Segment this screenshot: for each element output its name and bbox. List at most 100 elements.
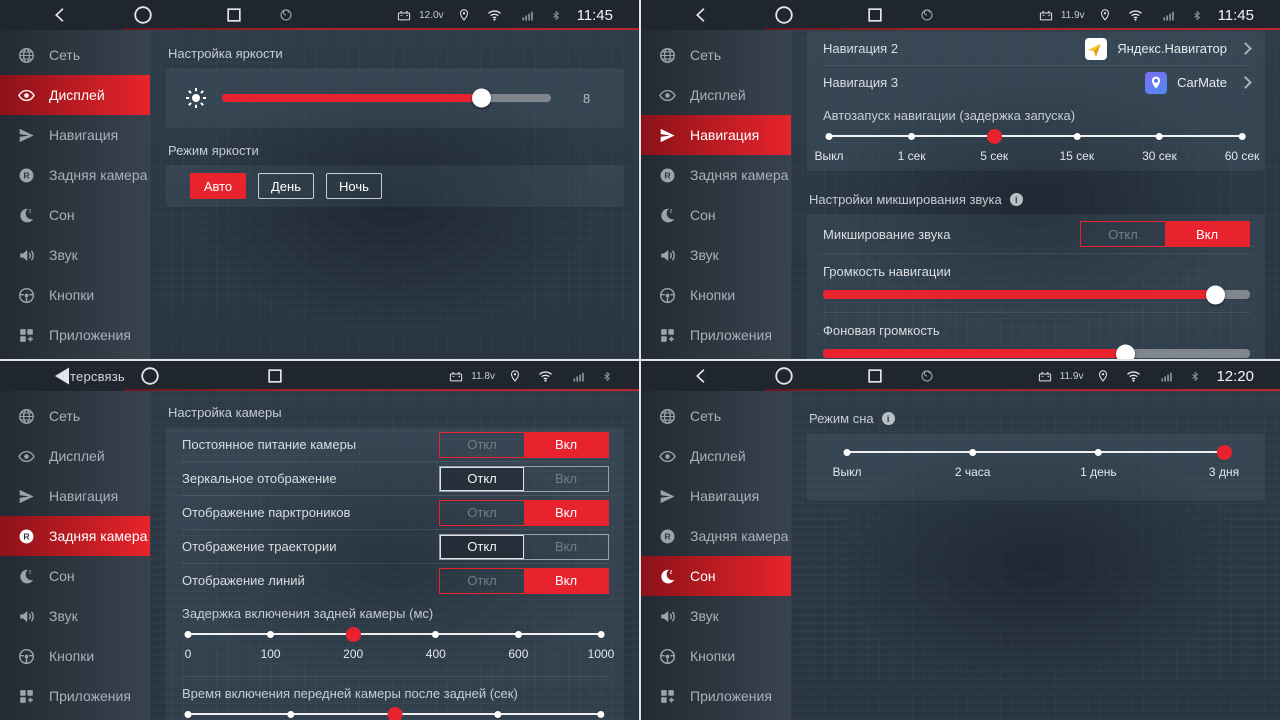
tick-10[interactable]: 10 (285, 704, 298, 720)
tick-15[interactable]: 15 (387, 704, 402, 720)
sidebar-item-apps[interactable]: Приложения (0, 676, 150, 716)
tick-100[interactable]: 100 (261, 624, 281, 661)
home-button[interactable] (132, 4, 154, 26)
sidebar-item-navigation[interactable]: Навигация (0, 115, 150, 155)
recents-button[interactable] (265, 366, 285, 386)
toggle-off-option[interactable]: Откл (467, 437, 497, 452)
tick-15s[interactable]: 15 сек (1059, 126, 1094, 163)
sidebar-item-buttons[interactable]: Кнопки (641, 275, 791, 315)
slider-thumb[interactable] (471, 88, 491, 108)
tick-off[interactable]: Выкл (814, 126, 844, 163)
tick-200[interactable]: 200 (343, 624, 363, 661)
toggle-on-option[interactable]: Вкл (524, 568, 608, 593)
tick-off[interactable]: Выкл (173, 704, 202, 720)
sidebar-item-sleep[interactable]: Сон (641, 556, 791, 596)
nav2-row[interactable]: Навигация 2 Яндекс.Навигатор (807, 32, 1264, 65)
toggle-off-option[interactable]: Откл (440, 534, 524, 559)
toggle-off-option[interactable]: Откл (1108, 226, 1138, 242)
sidebar-item-sound[interactable]: Звук (0, 596, 150, 636)
sidebar-item-display[interactable]: Дисплей (0, 75, 150, 115)
parktronic-toggle[interactable]: Откл Вкл (439, 499, 609, 526)
screen-record-icon[interactable] (919, 7, 935, 23)
bg-volume-slider[interactable] (823, 344, 1250, 359)
home-button[interactable] (773, 365, 795, 387)
sidebar-item-sound[interactable]: Звук (641, 596, 791, 636)
tick-1s[interactable]: 1 сек (898, 126, 926, 163)
tick-off[interactable]: Выкл (832, 442, 862, 479)
sidebar-item-network[interactable]: Сеть (0, 35, 150, 75)
tick-60s[interactable]: 60 сек (1225, 126, 1259, 163)
tick-30s[interactable]: 30 сек (1142, 126, 1177, 163)
trajectory-toggle[interactable]: Откл Вкл (439, 533, 609, 560)
sidebar-item-network[interactable]: Сеть (0, 396, 150, 436)
toggle-on-option[interactable]: Вкл (554, 471, 578, 486)
tick-400[interactable]: 400 (426, 624, 446, 661)
nav-volume-slider[interactable] (823, 285, 1250, 304)
sidebar-item-navigation[interactable]: Навигация (641, 476, 791, 516)
toggle-on-option[interactable]: Вкл (1165, 222, 1249, 246)
tick-0[interactable]: 0 (184, 624, 192, 661)
tick-5s[interactable]: 5 сек (980, 126, 1008, 163)
tick-2h[interactable]: 2 часа (955, 442, 990, 479)
sidebar-item-display[interactable]: Дисплей (0, 436, 150, 476)
mixing-toggle[interactable]: Откл Вкл (1080, 221, 1250, 247)
sidebar-item-sound[interactable]: Звук (0, 235, 150, 275)
sidebar-item-sleep[interactable]: Сон (0, 556, 150, 596)
tick-60[interactable]: 60 (594, 704, 607, 720)
tick-3d[interactable]: 3 дня (1209, 442, 1239, 479)
info-icon[interactable] (1009, 193, 1023, 206)
sidebar-item-buttons[interactable]: Кнопки (0, 636, 150, 676)
sidebar-item-sleep[interactable]: Сон (641, 195, 791, 235)
tick-600[interactable]: 600 (508, 624, 528, 661)
tick-1000[interactable]: 1000 (588, 624, 614, 661)
mode-auto-button[interactable]: Авто (190, 173, 246, 199)
sidebar-item-rear-camera[interactable]: Задняя камера (0, 516, 150, 556)
sidebar-item-navigation[interactable]: Навигация (641, 115, 791, 155)
sidebar-item-sound[interactable]: Звук (641, 235, 791, 275)
toggle-off-option[interactable]: Откл (440, 466, 524, 491)
recents-button[interactable] (865, 5, 885, 25)
back-button[interactable] (50, 5, 70, 25)
sidebar-item-apps[interactable]: Приложения (641, 315, 791, 355)
sidebar-item-display[interactable]: Дисплей (641, 75, 791, 115)
sidebar-item-network[interactable]: Сеть (641, 35, 791, 75)
nav3-app-chip[interactable]: CarMate (1145, 71, 1252, 94)
sidebar-item-buttons[interactable]: Кнопки (641, 636, 791, 676)
toggle-on-option[interactable]: Вкл (524, 432, 608, 457)
info-icon[interactable] (881, 412, 895, 425)
sidebar-item-sleep[interactable]: Сон (0, 195, 150, 235)
nav2-app-chip[interactable]: Яндекс.Навигатор (1085, 37, 1252, 60)
toggle-off-option[interactable]: Откл (467, 505, 497, 520)
sidebar-item-rear-camera[interactable]: Задняя камера (0, 155, 150, 195)
sidebar-item-network[interactable]: Сеть (641, 396, 791, 436)
slider-thumb[interactable] (1116, 344, 1136, 359)
sidebar-item-apps[interactable]: Приложения (0, 315, 150, 355)
screen-record-icon[interactable] (919, 368, 935, 384)
sidebar-item-navigation[interactable]: Навигация (0, 476, 150, 516)
toggle-off-option[interactable]: Откл (467, 573, 497, 588)
home-button[interactable] (773, 4, 795, 26)
camera-power-toggle[interactable]: Откл Вкл (439, 431, 609, 458)
sidebar-item-rear-camera[interactable]: Задняя камера (641, 155, 791, 195)
back-button[interactable] (691, 5, 711, 25)
sidebar-item-apps[interactable]: Приложения (641, 676, 791, 716)
screen-record-icon[interactable] (278, 7, 294, 23)
mode-night-button[interactable]: Ночь (326, 173, 382, 199)
recents-button[interactable] (865, 366, 885, 386)
lines-toggle[interactable]: Откл Вкл (439, 567, 609, 594)
mode-day-button[interactable]: День (258, 173, 314, 199)
brightness-slider[interactable] (222, 88, 551, 108)
slider-thumb[interactable] (1205, 285, 1225, 304)
toggle-on-option[interactable]: Вкл (554, 539, 578, 554)
nav3-row[interactable]: Навигация 3 CarMate (807, 66, 1264, 99)
home-button[interactable] (139, 365, 161, 387)
back-button[interactable] (691, 366, 711, 386)
tick-1d[interactable]: 1 день (1080, 442, 1117, 479)
sidebar-item-buttons[interactable]: Кнопки (0, 275, 150, 315)
recents-button[interactable] (224, 5, 244, 25)
mirror-toggle[interactable]: Откл Вкл (439, 465, 609, 492)
tick-20[interactable]: 20 (491, 704, 504, 720)
toggle-on-option[interactable]: Вкл (524, 500, 608, 525)
sidebar-item-rear-camera[interactable]: Задняя камера (641, 516, 791, 556)
sidebar-item-display[interactable]: Дисплей (641, 436, 791, 476)
